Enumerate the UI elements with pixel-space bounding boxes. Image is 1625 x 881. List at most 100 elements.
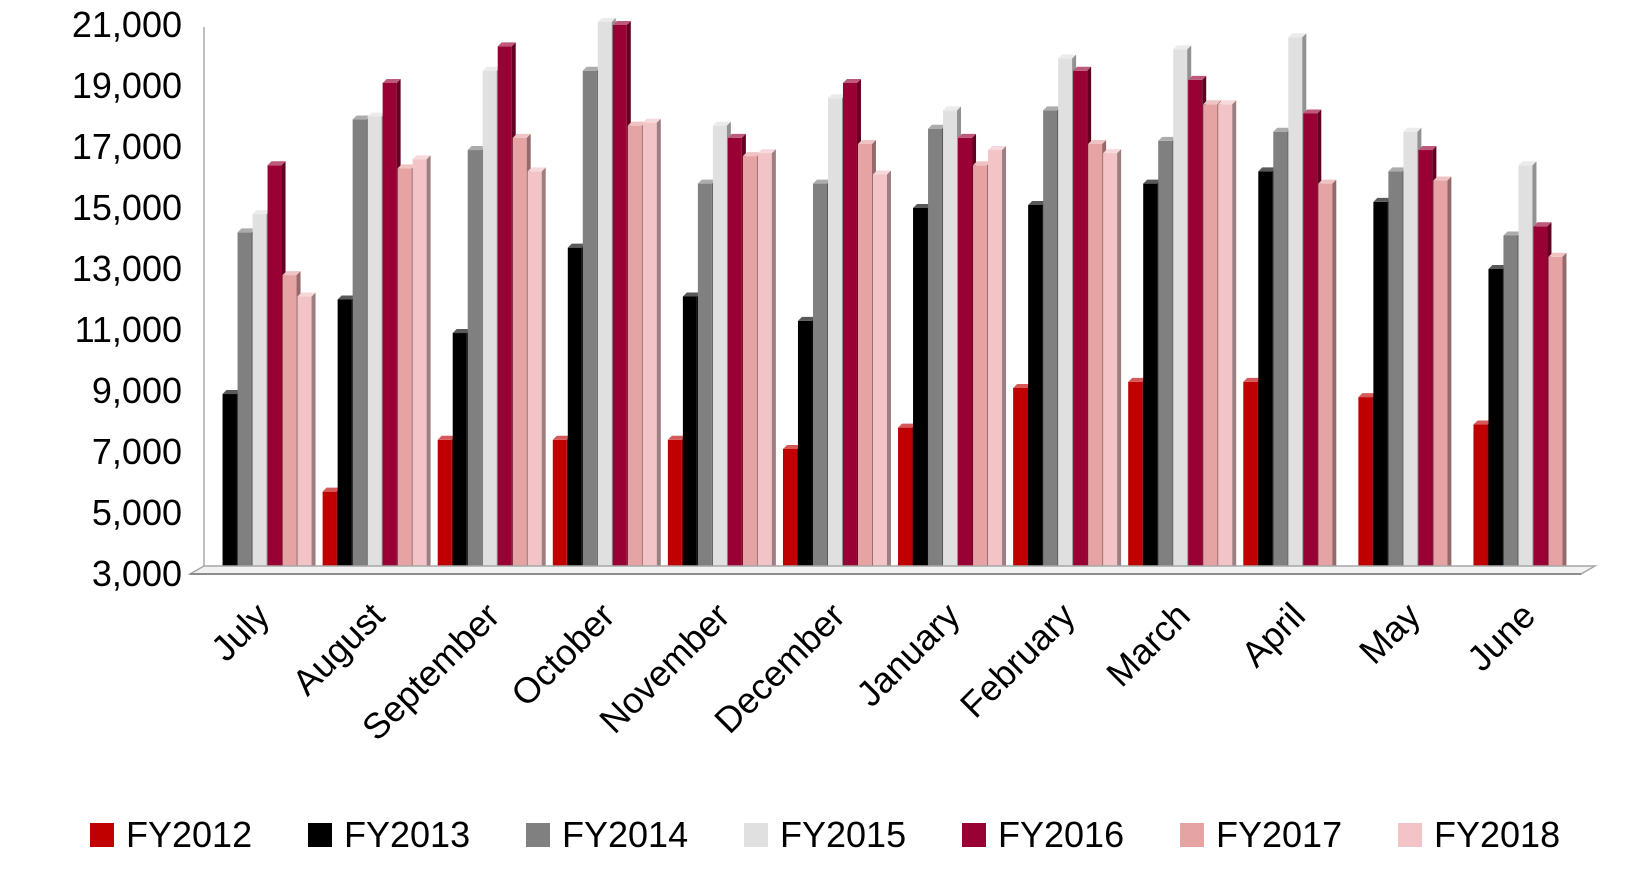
- bar-top: [1158, 136, 1177, 141]
- bar-front: [1318, 183, 1333, 574]
- bar-top: [612, 21, 631, 25]
- legend-label: FY2017: [1216, 814, 1342, 855]
- bar-front: [467, 150, 482, 575]
- bar-top: [958, 133, 977, 138]
- y-tick-label: 17,000: [72, 126, 182, 167]
- bar-front: [667, 439, 682, 574]
- legend-item-FY2014: FY2014: [526, 814, 688, 855]
- bar-front: [1373, 201, 1388, 574]
- bar-top: [552, 435, 571, 440]
- bar-top: [397, 164, 416, 169]
- bar-front: [1203, 104, 1218, 575]
- bar-top: [322, 487, 341, 492]
- bar-FY2017-May: [1433, 176, 1452, 575]
- bar-top: [1058, 54, 1077, 59]
- bar-side: [1447, 176, 1452, 575]
- x-category-label: August: [284, 595, 392, 703]
- bar-top: [497, 42, 516, 47]
- bar-side: [1332, 179, 1337, 574]
- bar-front: [757, 153, 772, 574]
- bar-top: [1358, 393, 1377, 398]
- bar-FY2018-December: [872, 170, 891, 574]
- bar-front: [1418, 150, 1433, 575]
- y-tick-label: 21,000: [72, 4, 182, 45]
- y-tick-label: 11,000: [75, 309, 182, 350]
- bar-front: [367, 116, 382, 574]
- bar-front: [1258, 171, 1273, 574]
- bar-top: [1503, 231, 1522, 236]
- bar-front: [1358, 397, 1373, 574]
- bar-top: [1318, 179, 1337, 184]
- legend-label: FY2014: [562, 814, 688, 855]
- bar-top: [913, 204, 932, 208]
- bar-top: [667, 435, 686, 440]
- bar-top: [412, 155, 431, 160]
- bar-front: [412, 159, 427, 574]
- bar-side: [426, 155, 431, 574]
- bar-top: [222, 390, 241, 395]
- bar-front: [642, 122, 657, 574]
- bar-top: [797, 316, 816, 321]
- x-category-label: October: [503, 595, 623, 715]
- bar-front: [597, 21, 612, 574]
- bar-top: [1218, 100, 1237, 105]
- bar-top: [712, 121, 731, 126]
- bar-side: [1117, 149, 1122, 574]
- bar-front: [482, 70, 497, 574]
- bar-front: [1088, 143, 1103, 574]
- bar-top: [782, 444, 801, 449]
- bar-side: [541, 167, 546, 574]
- bar-top: [627, 121, 646, 126]
- bar-top: [1388, 167, 1407, 172]
- bar-front: [252, 214, 267, 574]
- bar-top: [482, 66, 501, 71]
- legend-swatch: [308, 823, 332, 847]
- legend-label: FY2018: [1434, 814, 1560, 855]
- bars-layer: [222, 17, 1567, 575]
- legend-swatch: [526, 823, 550, 847]
- x-axis-category-labels: July AugustSeptemberOctoberNovemberDecemb…: [203, 595, 1543, 749]
- bar-front: [943, 110, 958, 575]
- bar-FY2017-June: [1548, 252, 1567, 575]
- bar-top: [1203, 100, 1222, 105]
- bar-side: [1002, 146, 1007, 575]
- legend-swatch: [1180, 823, 1204, 847]
- legend-swatch: [90, 823, 114, 847]
- bar-FY2017-April: [1318, 179, 1337, 574]
- bar-top: [337, 295, 356, 300]
- bar-top: [1548, 252, 1567, 257]
- bar-side: [656, 118, 661, 574]
- bar-top: [757, 149, 776, 154]
- bar-front: [1433, 180, 1448, 575]
- bar-front: [382, 82, 397, 574]
- bar-top: [697, 179, 716, 184]
- bar-top: [512, 133, 531, 138]
- bar-top: [988, 146, 1007, 151]
- x-category-label: June: [1459, 595, 1543, 679]
- bar-top: [282, 271, 301, 276]
- x-category-label: April: [1233, 595, 1313, 675]
- bar-side: [886, 170, 891, 574]
- bar-top: [898, 423, 917, 428]
- bar-top: [842, 78, 861, 83]
- bar-top: [437, 435, 456, 440]
- bar-top: [527, 167, 546, 172]
- legend-item-FY2016: FY2016: [962, 814, 1124, 855]
- bar-top: [567, 243, 586, 248]
- bar-top: [1073, 66, 1092, 71]
- bar-top: [1188, 75, 1207, 80]
- bar-front: [1488, 269, 1503, 574]
- bar-side: [311, 292, 316, 574]
- bar-top: [872, 170, 891, 175]
- bar-top: [1273, 127, 1292, 132]
- bar-front: [1028, 204, 1043, 574]
- bar-top: [1028, 200, 1047, 205]
- bar-front: [1173, 49, 1188, 574]
- bar-top: [1433, 176, 1452, 181]
- bar-front: [1188, 79, 1203, 575]
- bar-front: [337, 299, 352, 574]
- bar-top: [352, 115, 371, 120]
- bar-front: [1403, 131, 1418, 574]
- bar-top: [267, 161, 286, 166]
- bar-front: [582, 70, 597, 574]
